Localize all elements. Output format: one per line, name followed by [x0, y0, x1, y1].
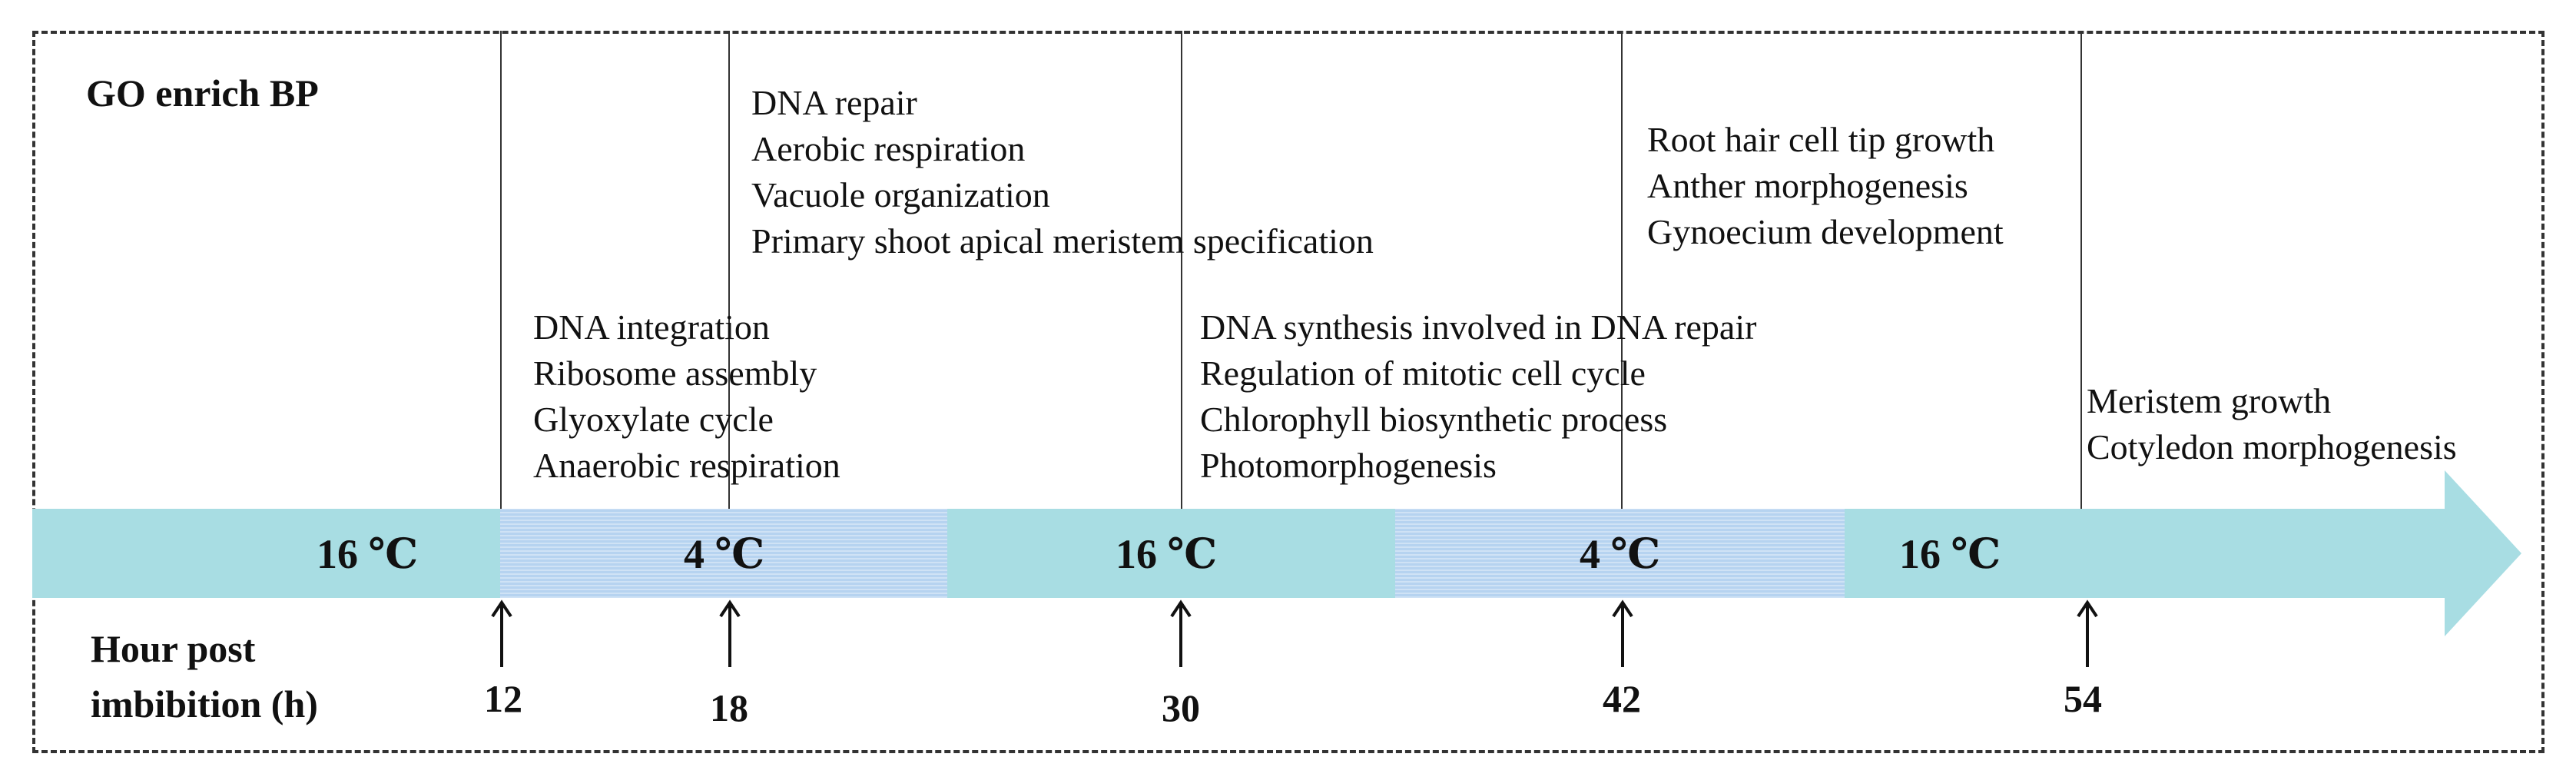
- term-item: DNA repair: [751, 83, 917, 122]
- timepoint-label-12: 12: [484, 677, 522, 720]
- divider-30h: [1181, 31, 1182, 509]
- temp-label-4c-2: 4 ℃: [1580, 531, 1661, 577]
- term-item: Regulation of mitotic cell cycle: [1200, 354, 1646, 393]
- divider-12h: [500, 31, 502, 509]
- timepoint-label-54: 54: [2064, 677, 2102, 720]
- term-item: Meristem growth: [2087, 381, 2332, 420]
- term-item: DNA integration: [533, 307, 770, 347]
- hour-post-imbibition-label: Hour post imbibition (h): [91, 627, 318, 726]
- temp-label-16c-3: 16 ℃: [1899, 531, 2001, 577]
- cold-period-band-2: [1395, 509, 1845, 598]
- term-item: Anther morphogenesis: [1647, 166, 1968, 205]
- term-item: Primary shoot apical meristem specificat…: [751, 221, 1374, 261]
- divider-42h: [1621, 31, 1623, 509]
- term-item: Chlorophyll biosynthetic process: [1200, 400, 1668, 439]
- term-item: DNA synthesis involved in DNA repair: [1200, 307, 1757, 347]
- term-item: Vacuole organization: [751, 175, 1050, 214]
- temp-label-16c-2: 16 ℃: [1116, 531, 1218, 577]
- term-group-after-54h: Meristem growth Cotyledon morphogenesis: [2087, 378, 2457, 470]
- up-arrow-icon: [2077, 599, 2098, 667]
- term-item: Glyoxylate cycle: [533, 400, 774, 439]
- term-item: Gynoecium development: [1647, 212, 2004, 251]
- cold-period-band-1: [500, 509, 947, 598]
- term-group-42-54h: Root hair cell tip growth Anther morphog…: [1647, 117, 2004, 255]
- up-arrow-icon: [1612, 599, 1633, 667]
- up-arrow-icon: [1170, 599, 1192, 667]
- term-item: Root hair cell tip growth: [1647, 120, 1995, 159]
- term-item: Aerobic respiration: [751, 129, 1026, 168]
- term-item: Anaerobic respiration: [533, 446, 840, 485]
- term-item: Cotyledon morphogenesis: [2087, 427, 2457, 467]
- term-group-12-18h: DNA integration Ribosome assembly Glyoxy…: [533, 304, 840, 489]
- outer-dashed-frame: [32, 31, 2545, 753]
- timepoint-label-30: 30: [1162, 686, 1200, 729]
- up-arrow-icon: [719, 599, 741, 667]
- term-item: Photomorphogenesis: [1200, 446, 1497, 485]
- term-group-18-30h: DNA repair Aerobic respiration Vacuole o…: [751, 80, 1374, 264]
- term-item: Ribosome assembly: [533, 354, 817, 393]
- term-group-30-42h: DNA synthesis involved in DNA repair Reg…: [1200, 304, 1756, 489]
- divider-54h: [2080, 31, 2082, 509]
- timepoint-label-18: 18: [710, 686, 748, 729]
- up-arrow-icon: [491, 599, 512, 667]
- temp-label-4c-1: 4 ℃: [684, 531, 765, 577]
- temp-label-16c-1: 16 ℃: [317, 531, 419, 577]
- go-enrich-title: GO enrich BP: [86, 71, 319, 115]
- divider-18h: [728, 31, 730, 509]
- timepoint-label-42: 42: [1603, 677, 1641, 720]
